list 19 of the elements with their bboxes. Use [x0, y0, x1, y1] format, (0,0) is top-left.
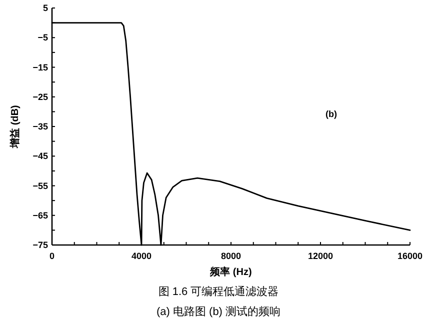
y-tick-label: 5 [42, 3, 48, 13]
y-tick-label: −15 [32, 62, 48, 72]
y-axis-title: 增益 (dB) [9, 105, 21, 149]
x-axis-title: 频率 (Hz) [209, 266, 252, 278]
x-tick-label: 4000 [131, 251, 152, 261]
text: (a) 电路图 (b) 测试的频响 [156, 305, 281, 318]
x-tick-label: 0 [49, 251, 55, 261]
y-tick-label: −5 [38, 32, 48, 43]
caption: 图 1.6 可编程低通滤波器 [158, 285, 279, 298]
annotation: (b) [325, 109, 337, 120]
y-tick-label: −75 [32, 240, 48, 250]
x-tick-label: 12000 [308, 251, 334, 261]
x-tick-label: 16000 [397, 251, 423, 261]
y-tick-label: −65 [32, 210, 48, 220]
y-tick-label: −45 [32, 151, 48, 162]
y-tick-label: −55 [32, 180, 48, 191]
y-tick-label: −35 [32, 122, 48, 132]
x-tick-label: 8000 [220, 251, 242, 261]
y-tick-label: −25 [32, 92, 48, 102]
